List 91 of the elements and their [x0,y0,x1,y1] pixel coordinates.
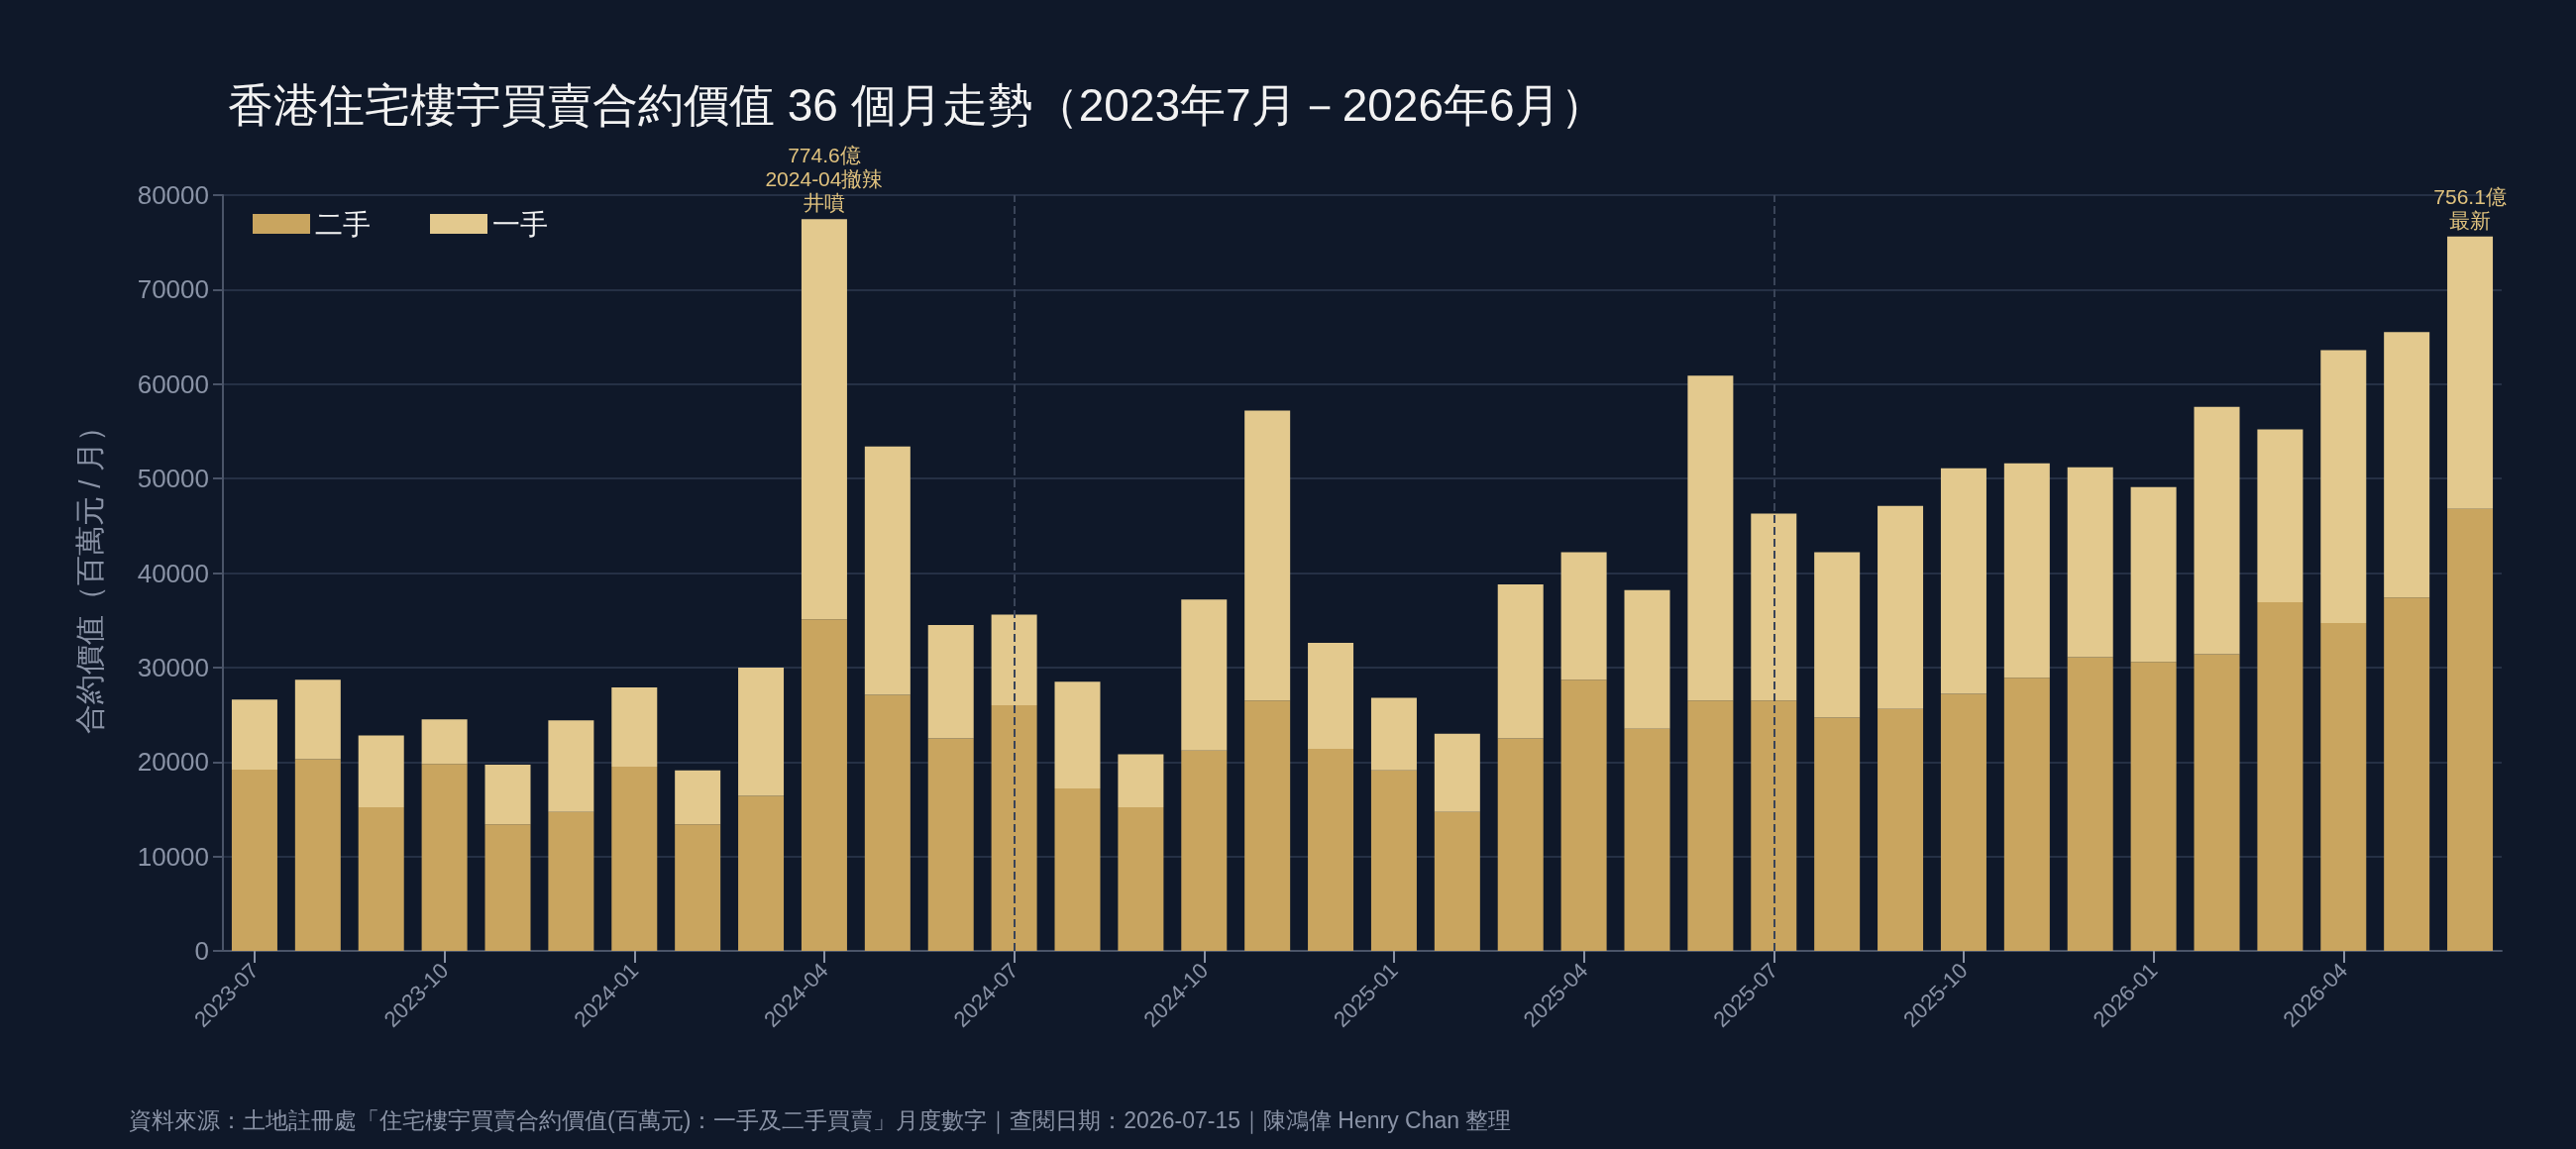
legend-label: 一手 [492,208,548,240]
bar [2194,654,2240,951]
bar [1497,738,1544,951]
annotation: 774.6億 [788,144,861,167]
bar [421,764,468,951]
bar [2447,236,2494,509]
bar [738,795,785,951]
y-tick-label: 0 [194,936,209,966]
bar [2003,463,2050,679]
bar [738,667,785,796]
bar [548,811,594,951]
bar [1497,583,1544,739]
bar [2447,508,2494,951]
legend-label: 二手 [315,208,371,240]
bar [1751,700,1797,951]
y-axis-title: 合約價值（百萬元 / 月） [72,411,106,735]
bar [1687,700,1734,951]
bar [927,738,974,951]
bar [358,807,404,951]
bar [1181,750,1228,951]
bar [1624,589,1670,729]
bar [1118,807,1164,951]
bar [1370,697,1417,771]
bar [1308,643,1354,749]
bar [864,446,911,695]
bar [421,719,468,765]
bar [1370,770,1417,951]
y-tick-label: 60000 [137,368,209,399]
bar [358,735,404,808]
bar [1434,733,1480,812]
bar [1244,410,1291,701]
bar [1181,599,1228,751]
bar [2384,332,2430,598]
bar [611,686,658,768]
bar [675,770,721,825]
bar [2067,657,2113,951]
annotation: 2024-04撤辣 [765,167,884,191]
bar [801,619,847,951]
annotation: 井噴 [803,191,845,215]
bar [2320,350,2367,624]
bar [1751,513,1797,701]
source-note: 資料來源：土地註冊處「住宅樓宇買賣合約價值(百萬元)：一手及二手買賣」月度數字｜查閱日期：2026-07-15｜陳鴻偉 Henry Chan 整理 [129,1106,1512,1134]
bar [1814,717,1861,951]
y-tick-label: 40000 [137,558,209,588]
y-tick-label: 70000 [137,274,209,305]
bar [2067,467,2113,658]
bar [927,624,974,739]
bar [1940,693,1986,951]
bar [1560,552,1607,680]
bar [1244,700,1291,951]
bar [1624,728,1670,951]
chart-title: 香港住宅樓宇買賣合約價值 36 個月走勢（2023年7月－2026年6月） [228,79,1606,131]
bar [611,767,658,951]
bar [1940,468,1986,694]
y-tick-label: 50000 [137,464,209,494]
bar [801,219,847,620]
bar [991,705,1037,951]
bar [1054,787,1101,951]
y-tick-label: 20000 [137,747,209,778]
bar [294,679,341,760]
bar [1560,679,1607,951]
annotation: 最新 [2449,208,2492,232]
bar [2257,602,2304,951]
bar [548,720,594,812]
bar [1054,681,1101,788]
y-tick-label: 10000 [137,841,209,872]
bar [1308,748,1354,951]
bar [2320,623,2367,951]
bar [1814,552,1861,718]
bar [2194,406,2240,655]
bar [864,694,911,951]
bar [1434,811,1480,951]
bar [675,824,721,951]
bar [294,759,341,951]
bar [1878,708,1924,951]
bar [1878,505,1924,709]
bar [2003,678,2050,951]
bar [1687,375,1734,701]
bar [1118,754,1164,808]
bar [2257,429,2304,603]
bar [484,765,531,825]
annotation: 756.1億 [2433,184,2507,208]
bar [991,614,1037,706]
bar [231,699,277,770]
bar [2130,486,2177,663]
bar [484,824,531,951]
y-tick-label: 80000 [137,180,209,210]
bar [2384,597,2430,951]
bar [231,769,277,951]
y-tick-label: 30000 [137,652,209,682]
bar [2130,662,2177,951]
